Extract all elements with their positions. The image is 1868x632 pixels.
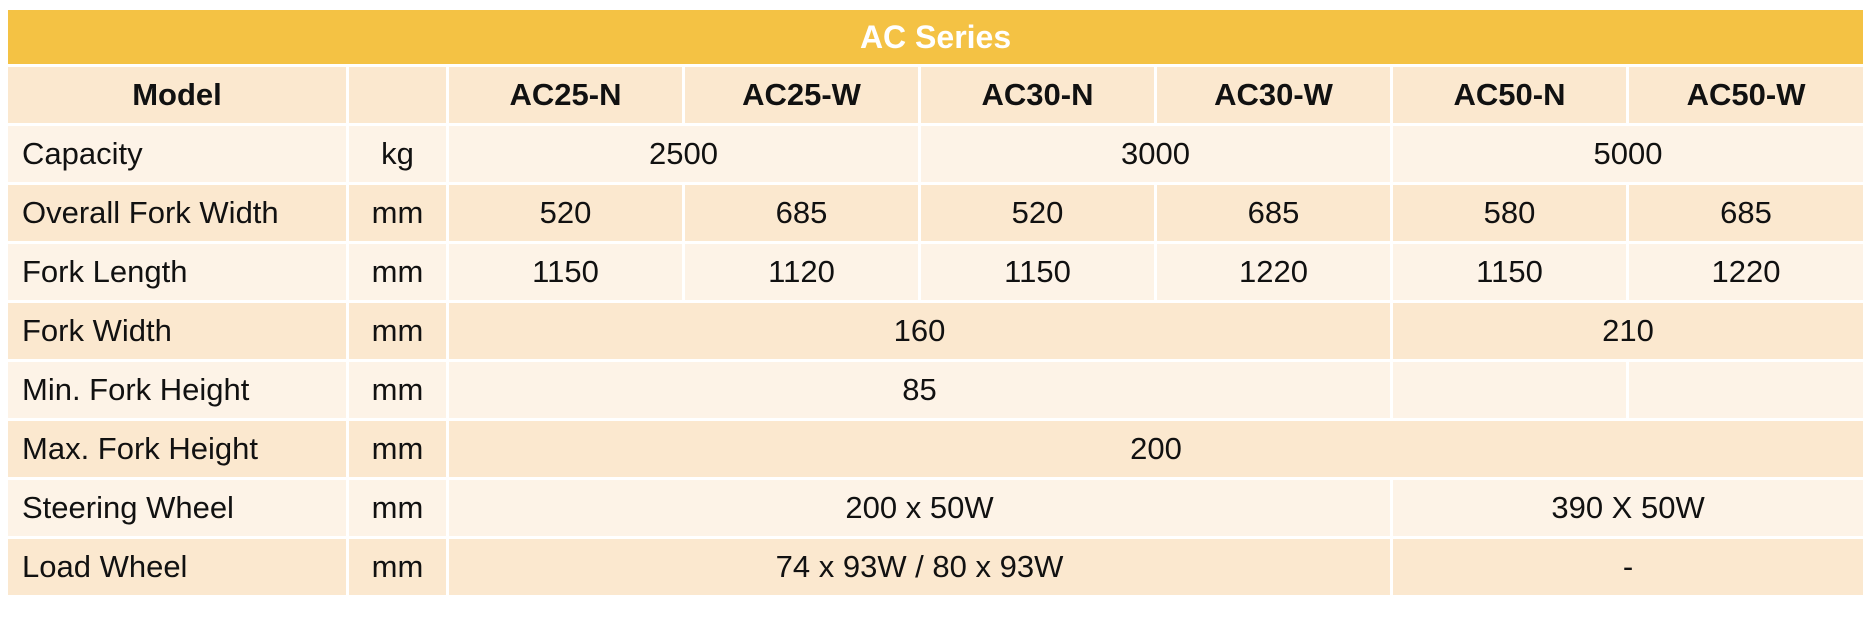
row: Fork Width mm 160 210 xyxy=(5,300,1867,362)
unit: mm xyxy=(346,300,449,362)
row: Fork Length mm 1150 1120 1150 1220 1150 … xyxy=(5,241,1867,303)
model-name: AC50-W xyxy=(1625,64,1867,126)
row-label: Max. Fork Height xyxy=(5,418,349,480)
unit: mm xyxy=(346,241,449,303)
cell: 3000 xyxy=(918,123,1393,185)
spec-table-wrap: AC Series Model AC25-N AC25-W AC30-N AC3… xyxy=(4,7,1867,598)
unit: mm xyxy=(346,477,449,539)
cell: 685 xyxy=(1625,182,1867,244)
cell: 2500 xyxy=(446,123,921,185)
cell: 580 xyxy=(1390,182,1629,244)
unit: mm xyxy=(346,182,449,244)
unit: mm xyxy=(346,359,449,421)
row-label: Load Wheel xyxy=(5,536,349,598)
row-label: Fork Width xyxy=(5,300,349,362)
model-name: AC30-W xyxy=(1154,64,1393,126)
model-name: AC25-W xyxy=(682,64,921,126)
cell: 200 xyxy=(445,418,1867,480)
cell: 85 xyxy=(446,359,1393,421)
cell: 685 xyxy=(1154,182,1393,244)
model-name: AC50-N xyxy=(1390,64,1629,126)
empty-cell xyxy=(1390,359,1629,421)
cell: 520 xyxy=(918,182,1157,244)
unit: mm xyxy=(346,418,449,480)
cell: 1150 xyxy=(1390,241,1629,303)
header-label: Model xyxy=(5,64,349,126)
table-title: AC Series xyxy=(4,7,1867,67)
row: Max. Fork Height mm 200 xyxy=(5,418,1867,480)
empty-cell xyxy=(1625,359,1867,421)
model-name: AC25-N xyxy=(446,64,685,126)
cell: 74 x 93W / 80 x 93W xyxy=(446,536,1393,598)
row: Capacity kg 2500 3000 5000 xyxy=(5,123,1867,185)
cell: 390 X 50W xyxy=(1389,477,1867,539)
row: Steering Wheel mm 200 x 50W 390 X 50W xyxy=(5,477,1867,539)
unit: kg xyxy=(346,123,449,185)
spec-table: AC Series Model AC25-N AC25-W AC30-N AC3… xyxy=(4,7,1867,598)
row-label: Overall Fork Width xyxy=(5,182,349,244)
cell: - xyxy=(1389,536,1867,598)
header-row: Model AC25-N AC25-W AC30-N AC30-W AC50-N… xyxy=(5,64,1867,126)
model-name: AC30-N xyxy=(918,64,1157,126)
row: Overall Fork Width mm 520 685 520 685 58… xyxy=(5,182,1867,244)
unit: mm xyxy=(346,536,449,598)
row: Load Wheel mm 74 x 93W / 80 x 93W - xyxy=(5,536,1867,598)
cell: 1150 xyxy=(918,241,1157,303)
cell: 1150 xyxy=(446,241,685,303)
cell: 200 x 50W xyxy=(446,477,1393,539)
cell: 1220 xyxy=(1625,241,1867,303)
row-label: Steering Wheel xyxy=(5,477,349,539)
row-label: Fork Length xyxy=(5,241,349,303)
header-blank xyxy=(346,64,449,126)
row: Min. Fork Height mm 85 xyxy=(5,359,1867,421)
cell: 5000 xyxy=(1389,123,1867,185)
cell: 210 xyxy=(1389,300,1867,362)
title-row: AC Series xyxy=(4,7,1867,67)
row-label: Capacity xyxy=(5,123,349,185)
row-label: Min. Fork Height xyxy=(5,359,349,421)
cell: 685 xyxy=(682,182,921,244)
cell: 1220 xyxy=(1154,241,1393,303)
cell: 1120 xyxy=(682,241,921,303)
cell: 160 xyxy=(446,300,1393,362)
cell: 520 xyxy=(446,182,685,244)
